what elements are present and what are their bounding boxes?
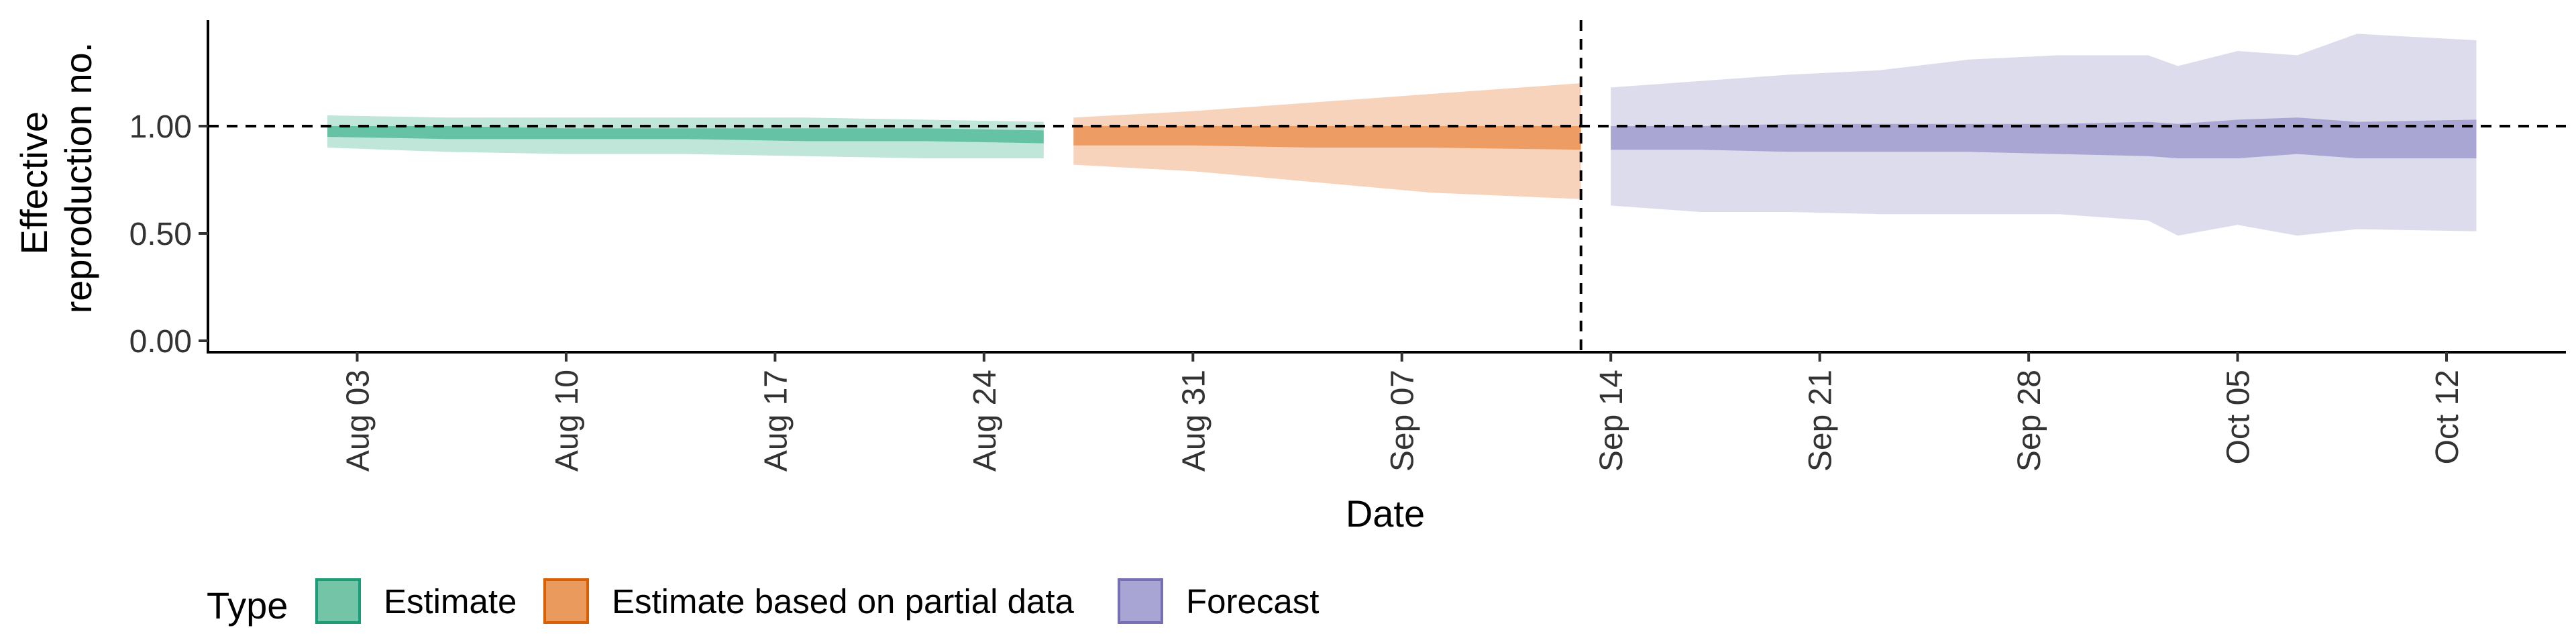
- x-axis-title: Date: [1346, 492, 1425, 535]
- y-tick-label-0: 0.00: [129, 324, 192, 360]
- x-tick-label-9: Oct 05: [2221, 370, 2257, 464]
- series-0-inner-band: [327, 126, 1044, 144]
- y-axis-title: Effective reproduction no.: [13, 42, 99, 314]
- x-tick-label-2: Aug 17: [758, 370, 794, 472]
- legend-label-1: Estimate based on partial data: [612, 582, 1075, 621]
- series-1-inner-band: [1073, 126, 1581, 150]
- y-axis-title-line-1: Effective: [13, 111, 55, 255]
- legend-label-2: Forecast: [1186, 582, 1319, 621]
- x-tick-label-0: Aug 03: [341, 370, 376, 472]
- series-layer: [327, 34, 2477, 236]
- y-tick-label-1: 0.50: [129, 217, 192, 252]
- legend-key-2: [1118, 578, 1163, 624]
- x-tick-label-10: Oct 12: [2430, 370, 2465, 464]
- x-tick-label-5: Sep 07: [1385, 370, 1421, 472]
- legend: Type Estimate Estimate based on partial d…: [207, 578, 1319, 627]
- legend-key-0: [315, 578, 361, 624]
- legend-label-0: Estimate: [384, 582, 517, 621]
- x-tick-label-1: Aug 10: [549, 370, 585, 472]
- legend-key-1: [543, 578, 589, 624]
- series-0: [327, 115, 1044, 158]
- x-ticks: Aug 03 Aug 10 Aug 17 Aug 24 Aug 31 Sep 07 Sep …: [341, 352, 2465, 472]
- y-ticks: 0.00 0.50 1.00: [129, 109, 208, 360]
- legend-title: Type: [207, 584, 288, 627]
- series-2-inner-band: [1611, 117, 2477, 158]
- series-2: [1611, 34, 2477, 236]
- x-tick-label-8: Sep 28: [2012, 370, 2047, 472]
- axes: [207, 20, 2566, 354]
- x-tick-label-4: Aug 31: [1176, 370, 1212, 472]
- y-tick-label-2: 1.00: [129, 109, 192, 145]
- y-axis-title-line-2: reproduction no.: [57, 42, 99, 314]
- series-1: [1073, 83, 1581, 199]
- x-tick-label-3: Aug 24: [967, 370, 1003, 472]
- x-tick-label-6: Sep 14: [1594, 370, 1629, 472]
- x-tick-label-7: Sep 21: [1803, 370, 1839, 472]
